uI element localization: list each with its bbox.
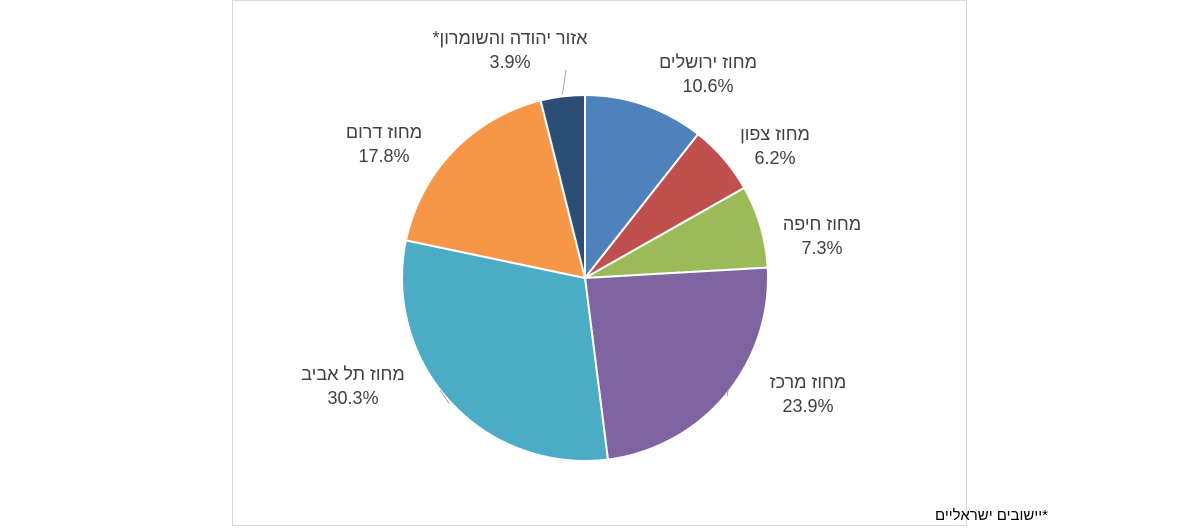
data-labels: מחוז ירושלים 10.6% מחוז צפון 6.2% מחוז חיפה 7… bbox=[301, 28, 861, 416]
slice-name-label-0: מחוז ירושלים bbox=[659, 52, 757, 72]
pie-slices bbox=[401, 93, 769, 462]
slice-value-label-4: 30.3% bbox=[327, 388, 378, 408]
slice-value-label-3: 23.9% bbox=[782, 396, 833, 416]
slice-name-label-6: אזור יהודה והשומרון* bbox=[433, 28, 589, 48]
slice-value-label-0: 10.6% bbox=[682, 76, 733, 96]
leader-line-3 bbox=[726, 389, 729, 397]
slice-value-label-2: 7.3% bbox=[801, 238, 842, 258]
footnote: *יישובים ישראליים bbox=[935, 507, 1048, 524]
slice-name-label-5: מחוז דרום bbox=[346, 122, 422, 142]
leader-line-4 bbox=[439, 389, 450, 404]
slice-name-label-1: מחוז צפון bbox=[740, 124, 810, 144]
slice-value-label-1: 6.2% bbox=[754, 148, 795, 168]
slice-name-label-3: מחוז מרכז bbox=[770, 372, 846, 392]
leader-lines bbox=[439, 69, 729, 404]
pie-slice-6 bbox=[539, 93, 586, 279]
slice-value-label-5: 17.8% bbox=[358, 146, 409, 166]
leader-line-6 bbox=[561, 69, 567, 95]
pie-slice-5 bbox=[404, 99, 587, 280]
pie-slice-3 bbox=[583, 266, 769, 461]
pie-slice-0 bbox=[584, 93, 700, 281]
slice-value-label-6: 3.9% bbox=[489, 52, 530, 72]
pie-slice-4 bbox=[401, 239, 610, 462]
slice-name-label-4: מחוז תל אביב bbox=[301, 364, 404, 384]
slice-name-label-2: מחוז חיפה bbox=[783, 214, 861, 234]
